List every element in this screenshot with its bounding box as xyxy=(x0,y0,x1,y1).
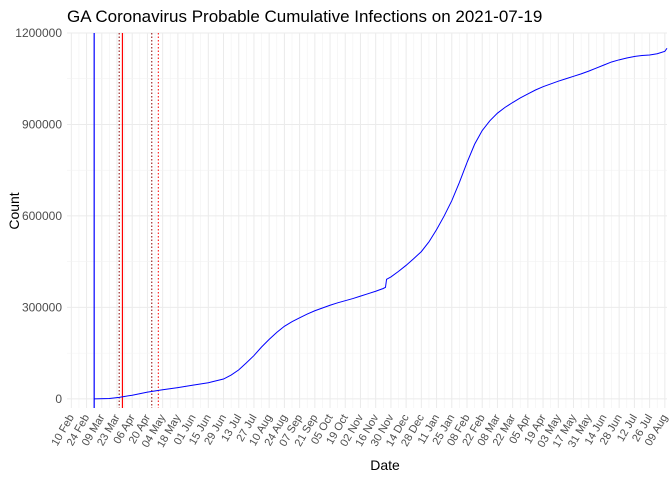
y-axis-ticks: 0 300000 600000 900000 1200000 xyxy=(15,26,62,406)
series-line xyxy=(94,47,668,400)
y-axis-title: Count xyxy=(6,192,22,229)
grid xyxy=(67,32,667,408)
chart-title: GA Coronavirus Probable Cumulative Infec… xyxy=(67,7,542,26)
y-tick-label: 1200000 xyxy=(15,26,62,40)
y-tick-label: 900000 xyxy=(22,117,62,131)
reference-lines xyxy=(93,33,159,408)
y-tick-label: 600000 xyxy=(22,209,62,223)
y-tick-label: 0 xyxy=(55,392,62,406)
x-axis-title: Date xyxy=(370,457,400,473)
y-tick-label: 300000 xyxy=(22,300,62,314)
